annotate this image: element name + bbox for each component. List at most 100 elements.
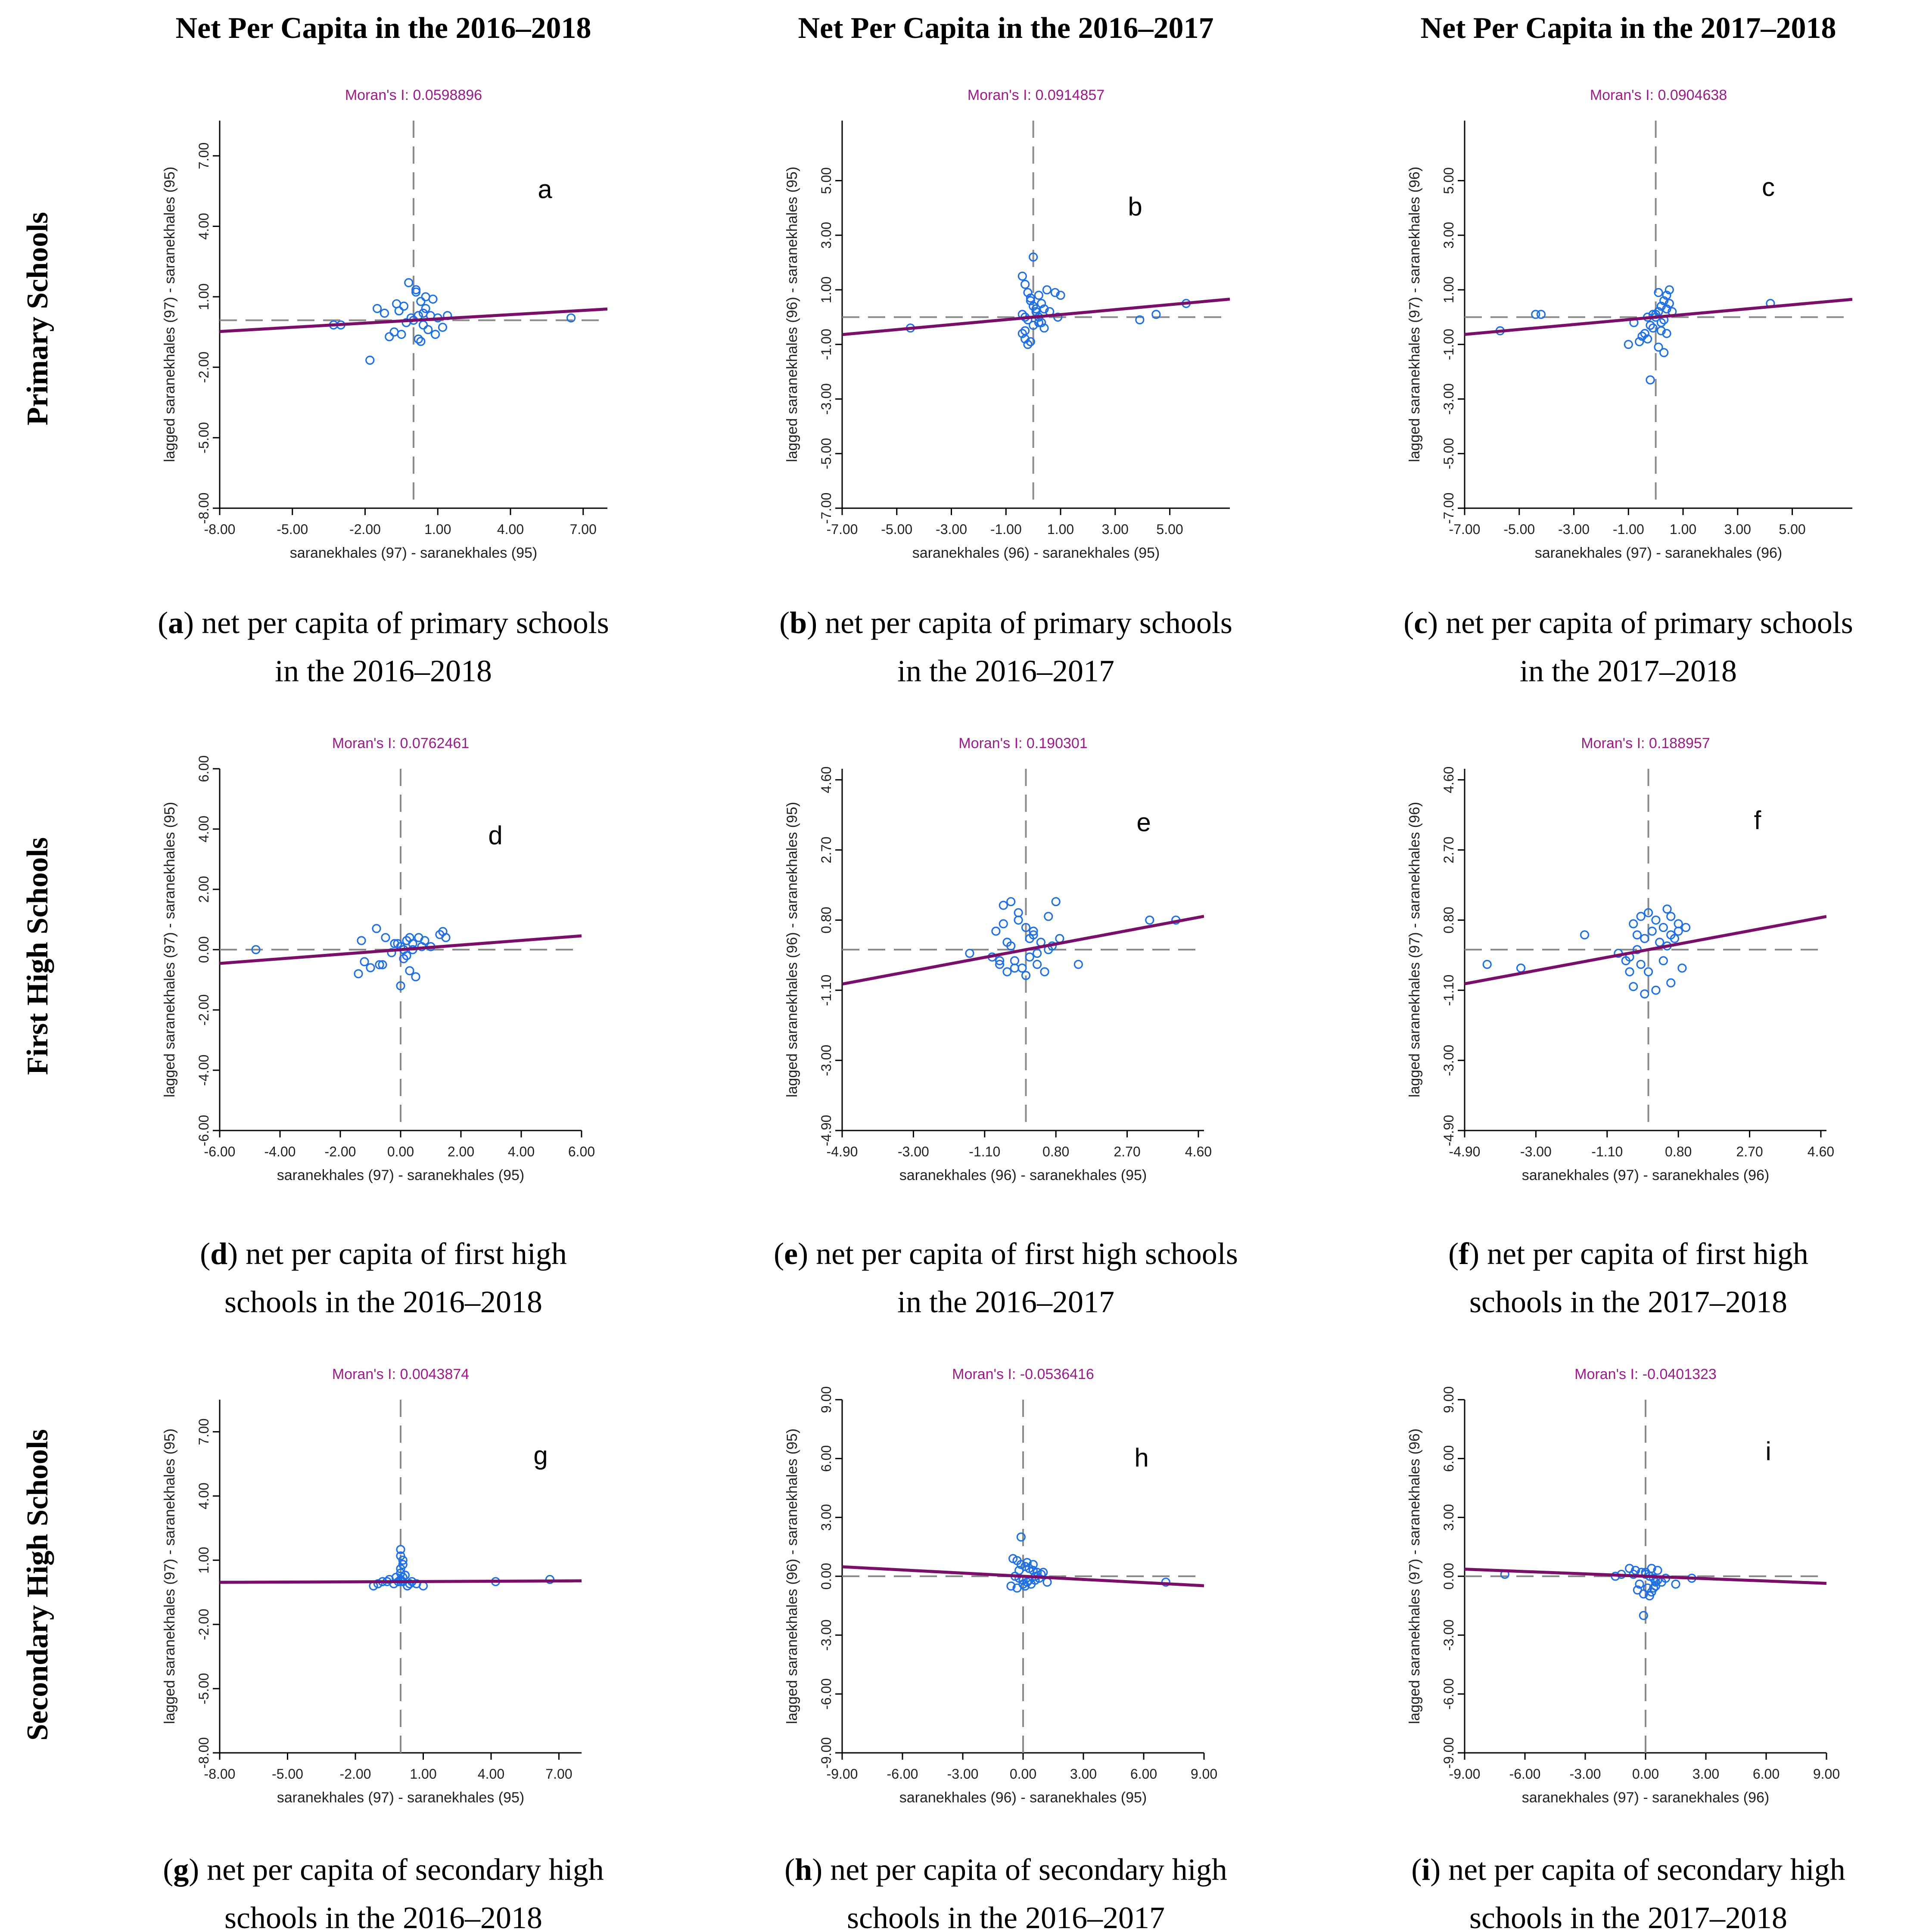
data-point: [1034, 291, 1043, 300]
x-tick-label: 9.00: [1813, 1766, 1840, 1782]
caption-letter: b: [790, 606, 807, 640]
data-point: [1654, 342, 1663, 352]
x-tick-label: -8.00: [204, 522, 236, 537]
y-tick-label: 1.00: [196, 1547, 212, 1574]
caption-text: net per capita of secondary high: [1448, 1852, 1845, 1887]
caption-letter: a: [168, 606, 184, 640]
data-point: [1021, 1581, 1030, 1591]
y-tick-label: 2.00: [196, 876, 212, 903]
data-point: [399, 301, 409, 311]
y-tick-label: -8.00: [196, 1737, 212, 1769]
panel-letter: d: [488, 821, 502, 850]
x-axis-label: saranekhales (97) - saranekhales (95): [277, 1789, 525, 1806]
y-tick-label: -3.00: [1441, 383, 1456, 415]
y-tick-label: -3.00: [818, 1045, 834, 1076]
data-point: [1014, 1565, 1024, 1575]
x-tick-label: 3.00: [1102, 522, 1129, 537]
x-axis-label: saranekhales (96) - saranekhales (95): [899, 1167, 1147, 1183]
data-point: [1662, 291, 1671, 300]
data-point: [366, 963, 375, 972]
data-point: [397, 329, 406, 339]
y-tick-label: -4.00: [196, 1055, 212, 1086]
x-tick-label: -1.10: [1591, 1144, 1623, 1159]
x-tick-label: 7.00: [545, 1766, 572, 1782]
caption-line-1: (a) net per capita of primary schools: [158, 606, 609, 640]
data-point: [1050, 288, 1060, 297]
regression-line: [1465, 298, 1852, 336]
data-point: [1034, 318, 1043, 327]
y-axis-label: lagged saranekhales (96) - saranekhales …: [784, 802, 800, 1097]
data-point: [1039, 304, 1049, 314]
x-tick-label: 6.00: [1130, 1766, 1157, 1782]
regression-line: [842, 1565, 1204, 1587]
data-point: [1643, 334, 1652, 344]
x-tick-label: 2.00: [448, 1144, 474, 1159]
data-point: [421, 304, 430, 313]
data-point: [414, 334, 423, 344]
x-tick-label: -5.00: [881, 522, 912, 537]
data-point: [1037, 318, 1046, 327]
data-point: [1629, 919, 1638, 929]
plot-area: [842, 121, 1230, 508]
caption-line-2: in the 2016–2017: [897, 1285, 1114, 1319]
data-point: [1051, 897, 1061, 907]
x-tick-label: 0.00: [387, 1144, 414, 1159]
data-point: [1651, 1581, 1660, 1591]
x-axis-label: saranekhales (97) - saranekhales (96): [1522, 1789, 1770, 1806]
y-tick-label: -2.00: [196, 351, 212, 383]
data-point: [1516, 963, 1526, 973]
caption-line-1: (g) net per capita of secondary high: [163, 1852, 604, 1887]
data-point: [404, 278, 414, 287]
x-tick-label: 4.00: [478, 1766, 504, 1782]
data-point: [354, 969, 363, 978]
x-tick-label: -7.00: [1449, 522, 1481, 537]
data-point: [405, 933, 414, 942]
data-point: [392, 299, 401, 309]
y-tick-label: 6.00: [196, 755, 212, 782]
x-tick-label: 2.70: [1736, 1144, 1763, 1159]
y-axis-label: lagged saranekhales (97) - saranekhales …: [1406, 1429, 1423, 1724]
caption-text: net per capita of first high schools: [816, 1236, 1238, 1271]
panel-a: -8.00 -5.00 -2.00 1.00 4.00 7.00 -8.00 -5.00 -2.…: [158, 87, 609, 688]
y-tick-label: 2.70: [1441, 836, 1456, 863]
data-point: [1006, 897, 1016, 907]
data-point: [438, 323, 448, 332]
plot-area: [842, 1400, 1204, 1753]
data-point: [1021, 971, 1031, 980]
data-point: [1039, 323, 1049, 333]
y-tick-label: 1.00: [818, 276, 834, 303]
data-point: [405, 1579, 414, 1588]
plot-area: [1465, 1400, 1826, 1753]
y-tick-label: 0.00: [1441, 1563, 1456, 1590]
y-tick-label: -9.00: [1441, 1737, 1456, 1769]
data-point: [965, 948, 974, 958]
data-point: [566, 313, 576, 323]
data-point: [1639, 1611, 1648, 1620]
data-point: [428, 294, 438, 304]
caption-text: net per capita of primary schools: [1446, 606, 1853, 640]
data-point: [1629, 982, 1638, 991]
y-tick-label: -6.00: [196, 1115, 212, 1146]
moran-i-title: Moran's I: 0.188957: [1581, 735, 1710, 752]
caption-text: net per capita of primary schools: [202, 606, 609, 640]
y-tick-label: 9.00: [1441, 1386, 1456, 1413]
data-point: [1017, 271, 1027, 281]
data-point: [1651, 915, 1661, 925]
y-tick-label: -1.10: [1441, 975, 1456, 1006]
x-tick-label: 3.00: [1693, 1766, 1719, 1782]
data-point: [393, 939, 402, 948]
plot-area: [842, 769, 1204, 1131]
x-tick-label: -2.00: [349, 522, 381, 537]
data-point: [1654, 288, 1663, 297]
caption-letter: e: [784, 1236, 798, 1271]
data-point: [414, 311, 423, 320]
moran-i-title: Moran's I: 0.0914857: [968, 87, 1105, 103]
data-point: [411, 972, 420, 982]
y-axis-label: lagged saranekhales (97) - saranekhales …: [1406, 802, 1423, 1097]
data-point: [1580, 930, 1590, 940]
caption-line-2: schools in the 2016–2018: [224, 1285, 542, 1319]
y-tick-label: -1.00: [818, 329, 834, 360]
data-point: [418, 320, 428, 330]
column-title-3: Net Per Capita in the 2017–2018: [1421, 12, 1836, 45]
data-point: [373, 304, 382, 313]
